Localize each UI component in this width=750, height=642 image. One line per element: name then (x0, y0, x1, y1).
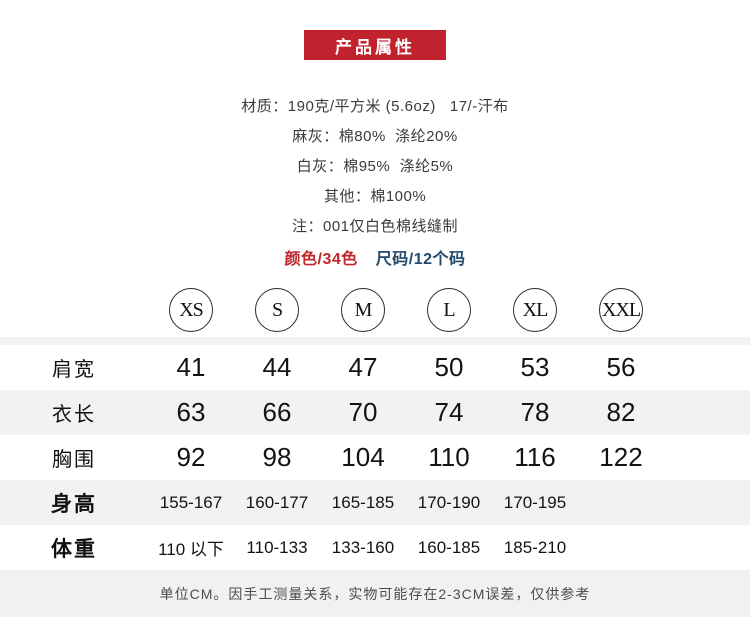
row-label: 衣长 (52, 404, 96, 426)
size-badge-s: S (255, 288, 299, 332)
color-size-summary: 颜色/34色 尺码/12个码 (0, 249, 750, 271)
size-badge-xs: XS (169, 288, 213, 332)
cell: 98 (262, 442, 292, 472)
info-line-material: 材质：190克/平方米 (5.6oz) 17/-汗布 (241, 98, 509, 115)
cell: 66 (262, 397, 292, 427)
row-label: 肩宽 (52, 359, 96, 381)
measurement-disclaimer: 单位CM。因手工测量关系，实物可能存在2-3CM误差，仅供参考 (0, 570, 750, 617)
cell: 160-185 (417, 537, 481, 557)
info-line-heather-gray: 麻灰：棉80% 涤纶20% (292, 128, 458, 145)
cell: 70 (348, 397, 378, 427)
page-title-banner: 产品属性 (304, 30, 446, 60)
cell: 50 (434, 352, 464, 382)
cell: 41 (176, 352, 206, 382)
row-label: 体重 (51, 537, 97, 561)
table-row-chest: 胸围 92 98 104 110 116 122 (0, 435, 750, 480)
size-badge-xxl: XXL (599, 288, 643, 332)
cell: 82 (606, 397, 636, 427)
table-row-shoulder: 肩宽 41 44 47 50 53 56 (0, 345, 750, 390)
size-badge-l: L (427, 288, 471, 332)
cell: 170-195 (503, 492, 567, 512)
material-info: 材质：190克/平方米 (5.6oz) 17/-汗布 麻灰：棉80% 涤纶20%… (0, 92, 750, 242)
cell: 110 以下 (158, 540, 224, 559)
color-count-label: 颜色/34色 (284, 251, 358, 268)
table-row-length: 衣长 63 66 70 74 78 82 (0, 390, 750, 435)
table-row-height: 身高 155-167 160-177 165-185 170-190 170-1… (0, 480, 750, 525)
info-line-others: 其他：棉100% (323, 188, 427, 205)
size-badge-xl: XL (513, 288, 557, 332)
size-count-label: 尺码/12个码 (375, 251, 466, 268)
row-label: 身高 (51, 492, 97, 516)
cell: 155-167 (159, 492, 223, 512)
cell: 92 (176, 442, 206, 472)
cell: 53 (520, 352, 550, 382)
cell: 110-133 (246, 537, 308, 557)
cell: 47 (348, 352, 378, 382)
cell: 56 (606, 352, 636, 382)
cell: 170-190 (417, 492, 481, 512)
cell: 110 (428, 442, 470, 472)
cell: 133-160 (331, 537, 395, 557)
info-line-note: 注：001仅白色棉线缝制 (291, 218, 459, 235)
cell: 165-185 (331, 492, 395, 512)
cell: 74 (434, 397, 464, 427)
cell: 122 (599, 442, 643, 472)
cell: 185-210 (503, 537, 567, 557)
cell: 78 (520, 397, 550, 427)
size-badge-m: M (341, 288, 385, 332)
cell: 116 (514, 442, 556, 472)
info-line-white-gray: 白灰：棉95% 涤纶5% (296, 158, 454, 175)
table-row-weight: 体重 110 以下 110-133 133-160 160-185 185-21… (0, 525, 750, 570)
table-top-separator (0, 337, 750, 345)
banner-wrap: 产品属性 (0, 0, 750, 60)
cell: 44 (262, 352, 292, 382)
cell: 104 (341, 442, 385, 472)
size-header-row: XS S M L XL XXL (0, 288, 750, 332)
cell: 160-177 (245, 492, 309, 512)
row-label: 胸围 (52, 449, 96, 471)
cell: 63 (176, 397, 206, 427)
